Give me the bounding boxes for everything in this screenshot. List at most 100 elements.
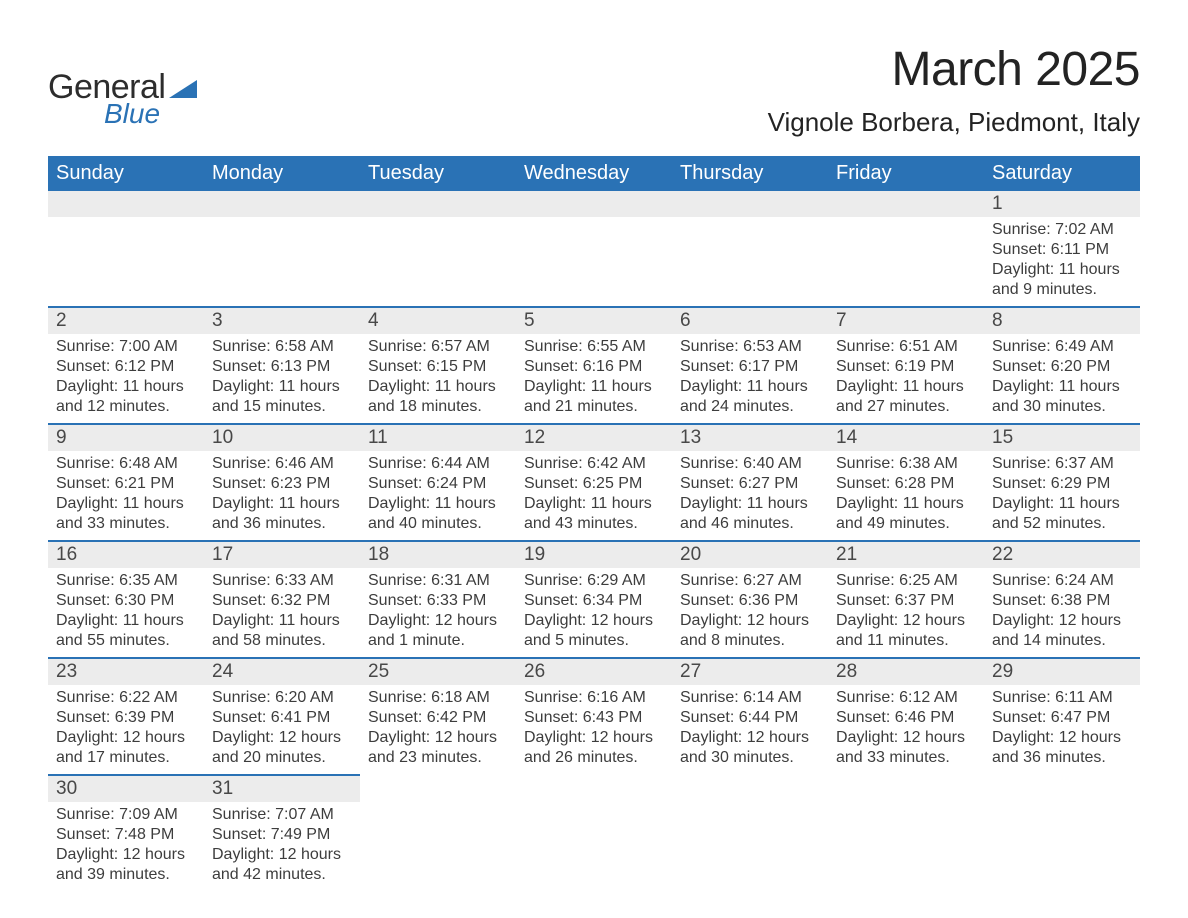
- sunset-line: Sunset: 6:25 PM: [524, 474, 664, 494]
- sunrise-line: Sunrise: 6:14 AM: [680, 688, 820, 708]
- day-details: Sunrise: 6:22 AMSunset: 6:39 PMDaylight:…: [48, 685, 204, 774]
- day-details: Sunrise: 6:55 AMSunset: 6:16 PMDaylight:…: [516, 334, 672, 423]
- sunset-line: Sunset: 6:47 PM: [992, 708, 1132, 728]
- day-number: 16: [48, 542, 204, 568]
- sunrise-line: Sunrise: 6:25 AM: [836, 571, 976, 591]
- day-number: 26: [516, 659, 672, 685]
- sunset-line: Sunset: 6:46 PM: [836, 708, 976, 728]
- sunset-line: Sunset: 6:12 PM: [56, 357, 196, 377]
- day-details: Sunrise: 6:20 AMSunset: 6:41 PMDaylight:…: [204, 685, 360, 774]
- day-header: Thursday: [672, 156, 828, 191]
- day-number: 14: [828, 425, 984, 451]
- day-number: 13: [672, 425, 828, 451]
- sunrise-line: Sunrise: 6:53 AM: [680, 337, 820, 357]
- calendar-day-cell: [360, 774, 516, 891]
- sunset-line: Sunset: 6:11 PM: [992, 240, 1132, 260]
- daylight-line: Daylight: 12 hours and 1 minute.: [368, 611, 508, 651]
- day-number: [828, 191, 984, 217]
- day-details: [672, 217, 828, 299]
- day-details: Sunrise: 6:38 AMSunset: 6:28 PMDaylight:…: [828, 451, 984, 540]
- calendar-day-cell: 7Sunrise: 6:51 AMSunset: 6:19 PMDaylight…: [828, 306, 984, 423]
- calendar-day-cell: [828, 774, 984, 891]
- calendar-day-cell: 15Sunrise: 6:37 AMSunset: 6:29 PMDayligh…: [984, 423, 1140, 540]
- day-details: [204, 217, 360, 299]
- day-details: Sunrise: 6:18 AMSunset: 6:42 PMDaylight:…: [360, 685, 516, 774]
- day-number: 7: [828, 308, 984, 334]
- sunrise-line: Sunrise: 6:49 AM: [992, 337, 1132, 357]
- day-details: [516, 217, 672, 299]
- sunset-line: Sunset: 6:30 PM: [56, 591, 196, 611]
- day-number: [516, 191, 672, 217]
- day-details: Sunrise: 6:16 AMSunset: 6:43 PMDaylight:…: [516, 685, 672, 774]
- day-header: Friday: [828, 156, 984, 191]
- calendar-body: 1Sunrise: 7:02 AMSunset: 6:11 PMDaylight…: [48, 191, 1140, 891]
- day-number: [204, 191, 360, 217]
- sunrise-line: Sunrise: 7:09 AM: [56, 805, 196, 825]
- day-details: Sunrise: 6:27 AMSunset: 6:36 PMDaylight:…: [672, 568, 828, 657]
- daylight-line: Daylight: 12 hours and 26 minutes.: [524, 728, 664, 768]
- sunset-line: Sunset: 6:34 PM: [524, 591, 664, 611]
- day-number: 3: [204, 308, 360, 334]
- calendar-day-cell: [984, 774, 1140, 891]
- sunrise-line: Sunrise: 6:20 AM: [212, 688, 352, 708]
- calendar-day-cell: 16 Sunrise: 6:35 AMSunset: 6:30 PMDayligh…: [48, 540, 204, 657]
- day-number: 5: [516, 308, 672, 334]
- logo-word-blue: Blue: [104, 100, 197, 128]
- calendar-day-cell: 25Sunrise: 6:18 AMSunset: 6:42 PMDayligh…: [360, 657, 516, 774]
- sunrise-line: Sunrise: 6:51 AM: [836, 337, 976, 357]
- daylight-line: Daylight: 11 hours and 55 minutes.: [56, 611, 196, 651]
- sunrise-line: Sunrise: 6:37 AM: [992, 454, 1132, 474]
- sunset-line: Sunset: 7:49 PM: [212, 825, 352, 845]
- sunset-line: Sunset: 6:23 PM: [212, 474, 352, 494]
- day-number: 18: [360, 542, 516, 568]
- day-number: 30: [48, 776, 204, 802]
- day-header: Monday: [204, 156, 360, 191]
- calendar-day-cell: 13Sunrise: 6:40 AMSunset: 6:27 PMDayligh…: [672, 423, 828, 540]
- calendar-day-cell: 30Sunrise: 7:09 AMSunset: 7:48 PMDayligh…: [48, 774, 204, 891]
- day-number: 20: [672, 542, 828, 568]
- calendar-week-row: 1Sunrise: 7:02 AMSunset: 6:11 PMDaylight…: [48, 191, 1140, 306]
- calendar-day-cell: 8Sunrise: 6:49 AMSunset: 6:20 PMDaylight…: [984, 306, 1140, 423]
- daylight-line: Daylight: 12 hours and 5 minutes.: [524, 611, 664, 651]
- calendar-day-cell: 12Sunrise: 6:42 AMSunset: 6:25 PMDayligh…: [516, 423, 672, 540]
- calendar-day-cell: 2Sunrise: 7:00 AMSunset: 6:12 PMDaylight…: [48, 306, 204, 423]
- sunset-line: Sunset: 6:24 PM: [368, 474, 508, 494]
- day-number: 23: [48, 659, 204, 685]
- day-header: Saturday: [984, 156, 1140, 191]
- day-number: [672, 191, 828, 217]
- calendar-day-cell: [204, 191, 360, 306]
- sunrise-line: Sunrise: 6:48 AM: [56, 454, 196, 474]
- day-number: 10: [204, 425, 360, 451]
- calendar-day-cell: 18Sunrise: 6:31 AMSunset: 6:33 PMDayligh…: [360, 540, 516, 657]
- calendar-day-cell: 21Sunrise: 6:25 AMSunset: 6:37 PMDayligh…: [828, 540, 984, 657]
- daylight-line: Daylight: 11 hours and 46 minutes.: [680, 494, 820, 534]
- day-number: 2: [48, 308, 204, 334]
- daylight-line: Daylight: 12 hours and 8 minutes.: [680, 611, 820, 651]
- daylight-line: Daylight: 12 hours and 30 minutes.: [680, 728, 820, 768]
- calendar-day-cell: [672, 774, 828, 891]
- day-header: Tuesday: [360, 156, 516, 191]
- day-number: 29: [984, 659, 1140, 685]
- daylight-line: Daylight: 11 hours and 9 minutes.: [992, 260, 1132, 300]
- sunset-line: Sunset: 6:33 PM: [368, 591, 508, 611]
- day-details: Sunrise: 6:46 AMSunset: 6:23 PMDaylight:…: [204, 451, 360, 540]
- daylight-line: Daylight: 11 hours and 15 minutes.: [212, 377, 352, 417]
- day-number: 9: [48, 425, 204, 451]
- calendar-day-cell: [828, 191, 984, 306]
- brand-logo: General Blue: [48, 42, 197, 128]
- sunrise-line: Sunrise: 6:35 AM: [56, 571, 196, 591]
- sunset-line: Sunset: 6:36 PM: [680, 591, 820, 611]
- calendar-day-cell: 17Sunrise: 6:33 AMSunset: 6:32 PMDayligh…: [204, 540, 360, 657]
- day-details: Sunrise: 6:12 AMSunset: 6:46 PMDaylight:…: [828, 685, 984, 774]
- daylight-line: Daylight: 12 hours and 17 minutes.: [56, 728, 196, 768]
- sunset-line: Sunset: 6:28 PM: [836, 474, 976, 494]
- day-number: 31: [204, 776, 360, 802]
- calendar-day-cell: 5Sunrise: 6:55 AMSunset: 6:16 PMDaylight…: [516, 306, 672, 423]
- sunset-line: Sunset: 6:15 PM: [368, 357, 508, 377]
- day-details: Sunrise: 7:02 AMSunset: 6:11 PMDaylight:…: [984, 217, 1140, 306]
- day-number: 12: [516, 425, 672, 451]
- daylight-line: Daylight: 12 hours and 23 minutes.: [368, 728, 508, 768]
- daylight-line: Daylight: 11 hours and 36 minutes.: [212, 494, 352, 534]
- sunset-line: Sunset: 6:38 PM: [992, 591, 1132, 611]
- calendar-day-cell: 22Sunrise: 6:24 AMSunset: 6:38 PMDayligh…: [984, 540, 1140, 657]
